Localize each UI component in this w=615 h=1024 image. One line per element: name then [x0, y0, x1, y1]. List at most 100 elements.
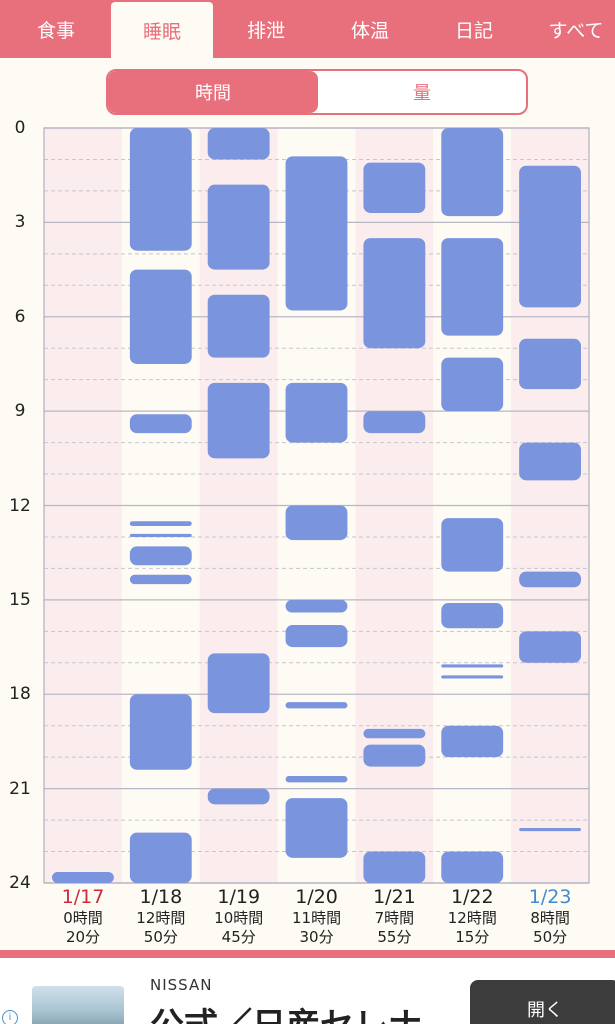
sleep-chart-svg: [43, 127, 590, 884]
day-total-hours: 12時間: [447, 909, 497, 927]
sleep-block: [207, 382, 270, 459]
ad-title[interactable]: 公式／日産セレナ: [150, 998, 422, 1024]
sleep-block: [441, 128, 504, 217]
day-total-minutes: 20分: [65, 928, 101, 946]
sleep-block: [363, 162, 426, 213]
sleep-block: [519, 571, 581, 588]
sleep-block: [519, 827, 581, 832]
sleep-block: [52, 871, 114, 883]
time-view-button[interactable]: 時間: [108, 71, 318, 113]
sleep-block: [285, 156, 348, 311]
day-total-minutes: 15分: [455, 928, 490, 946]
y-tick-label: 21: [9, 778, 31, 799]
info-icon[interactable]: i: [2, 1010, 18, 1024]
day-date: 1/22: [450, 886, 494, 908]
day-date: 1/20: [295, 886, 338, 908]
ad-thumbnail[interactable]: [32, 986, 124, 1024]
tab-excretion[interactable]: 排泄: [246, 19, 285, 42]
bottom-divider: [0, 950, 615, 958]
sleep-block: [129, 832, 192, 883]
sleep-block: [441, 603, 504, 629]
sleep-block: [441, 851, 504, 883]
sleep-block: [129, 521, 192, 526]
day-total-minutes: 55分: [377, 928, 412, 946]
sleep-block: [129, 574, 192, 585]
day-total-hours: 10時間: [214, 909, 264, 927]
sleep-block: [519, 631, 581, 663]
sleep-block: [441, 518, 504, 572]
day-label: 1/21 7時間 55分: [355, 885, 433, 947]
y-tick-label: 24: [9, 873, 31, 893]
day-label: 1/23 8時間 50分: [511, 885, 589, 947]
day-label: 1/18 12時間 50分: [122, 885, 200, 947]
sleep-block: [129, 533, 192, 537]
y-tick-label: 6: [14, 306, 26, 327]
sleep-block: [207, 294, 270, 358]
sleep-block: [441, 675, 504, 679]
day-label: 1/19 10時間 45分: [200, 885, 278, 947]
y-tick-label: 18: [9, 684, 31, 705]
day-label: 1/20 11時間 30分: [278, 885, 356, 947]
sleep-block: [519, 338, 581, 390]
sleep-block: [441, 725, 504, 758]
y-tick-label: 12: [9, 495, 31, 516]
sleep-block: [129, 269, 192, 364]
day-total-hours: 12時間: [136, 909, 186, 927]
tab-sleep[interactable]: 睡眠: [111, 2, 213, 58]
tab-temperature[interactable]: 体温: [350, 19, 389, 42]
day-total-hours: 8時間: [530, 909, 570, 927]
category-tab-bar: 食事 睡眠 排泄 体温 日記 すべて: [0, 0, 615, 58]
y-tick-label: 9: [14, 401, 26, 422]
sleep-block: [363, 411, 426, 434]
day-label: 1/17 0時間 20分: [44, 885, 122, 947]
day-date: 1/18: [139, 886, 183, 908]
sleep-block: [285, 505, 348, 541]
sleep-block: [129, 414, 192, 434]
sleep-block: [285, 599, 348, 613]
tab-diary[interactable]: 日記: [454, 19, 493, 42]
sleep-block: [363, 851, 426, 883]
ad-banner[interactable]: i NISSAN 公式／日産セレナ 開く: [0, 958, 615, 1024]
sleep-chart: 0 3 6 9 12 15 18 21 24 1/17 0時間 20分 1/18 12時間 50分 1/19…: [0, 118, 615, 958]
day-total-minutes: 30分: [299, 928, 334, 946]
sleep-block: [363, 238, 426, 349]
day-label: 1/22 12時間 15分: [433, 885, 511, 947]
sleep-block: [207, 788, 270, 805]
day-date: 1/17: [61, 886, 105, 908]
tab-meal[interactable]: 食事: [36, 19, 75, 42]
ad-open-button[interactable]: 開く: [470, 980, 615, 1024]
y-tick-label: 0: [14, 118, 26, 138]
sleep-block: [363, 728, 426, 739]
sleep-block: [285, 382, 348, 443]
sleep-block: [129, 128, 192, 251]
y-tick-label: 15: [9, 589, 31, 610]
tab-all[interactable]: すべて: [548, 19, 604, 42]
view-mode-segmented-control: 時間 量: [106, 69, 528, 115]
day-total-hours: 11時間: [292, 909, 342, 927]
plot-border: [43, 127, 590, 884]
day-total-hours: 7時間: [374, 909, 415, 927]
day-date: 1/21: [373, 886, 416, 908]
sleep-block: [285, 625, 348, 648]
sleep-block: [519, 442, 581, 481]
y-tick-label: 3: [14, 212, 26, 233]
day-date: 1/23: [528, 886, 572, 908]
sleep-block: [285, 798, 348, 858]
sleep-block: [285, 776, 348, 783]
amount-view-button[interactable]: 量: [413, 83, 431, 104]
sleep-block: [207, 184, 270, 270]
sleep-block: [285, 702, 348, 709]
sleep-block: [129, 694, 192, 770]
sleep-block: [207, 653, 270, 714]
day-total-hours: 0時間: [63, 909, 103, 927]
sleep-block: [441, 238, 504, 336]
ad-brand: NISSAN: [150, 976, 213, 994]
day-total-minutes: 50分: [143, 928, 178, 946]
day-total-minutes: 45分: [221, 928, 256, 946]
sleep-block: [441, 664, 504, 668]
day-date: 1/19: [217, 886, 261, 908]
sleep-block: [207, 128, 270, 160]
sleep-block: [441, 357, 504, 412]
sleep-block: [129, 546, 192, 566]
